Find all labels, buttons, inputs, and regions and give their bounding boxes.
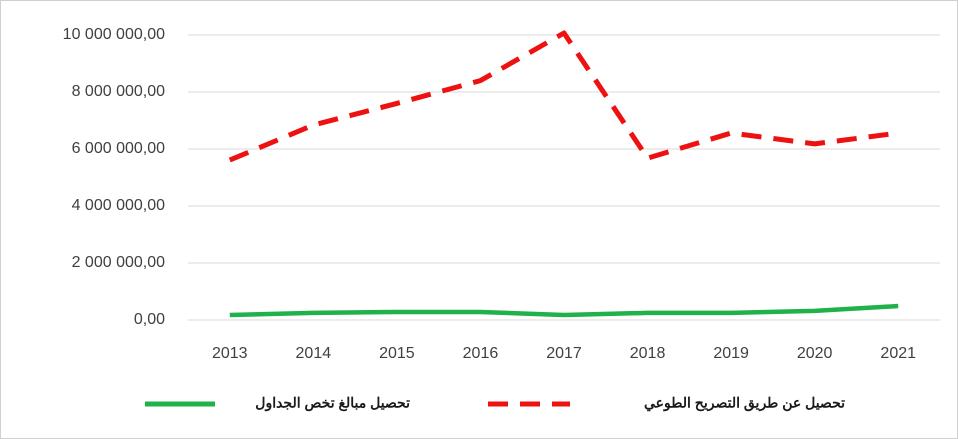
- series-line: [229, 303, 899, 318]
- legend-label: تحصيل مبالغ تخص الجداول: [255, 395, 410, 412]
- y-tick-label: 10 000 000,00: [63, 26, 165, 43]
- x-tick-label: 2018: [630, 345, 666, 362]
- series-line: [228, 30, 899, 163]
- x-tick-label: 2020: [797, 345, 833, 362]
- y-tick-label: 0,00: [134, 311, 165, 328]
- y-tick-label: 6 000 000,00: [72, 140, 166, 157]
- legend-label: تحصيل عن طريق التصريح الطوعي: [644, 395, 845, 412]
- x-tick-label: 2014: [296, 345, 332, 362]
- x-tick-label: 2021: [880, 345, 916, 362]
- y-tick-label: 4 000 000,00: [72, 197, 166, 214]
- x-tick-label: 2013: [212, 345, 248, 362]
- x-tick-label: 2017: [546, 345, 582, 362]
- y-tick-label: 2 000 000,00: [72, 254, 166, 271]
- x-tick-label: 2019: [713, 345, 749, 362]
- x-tick-label: 2016: [463, 345, 499, 362]
- y-tick-label: 8 000 000,00: [72, 83, 166, 100]
- x-tick-label: 2015: [379, 345, 415, 362]
